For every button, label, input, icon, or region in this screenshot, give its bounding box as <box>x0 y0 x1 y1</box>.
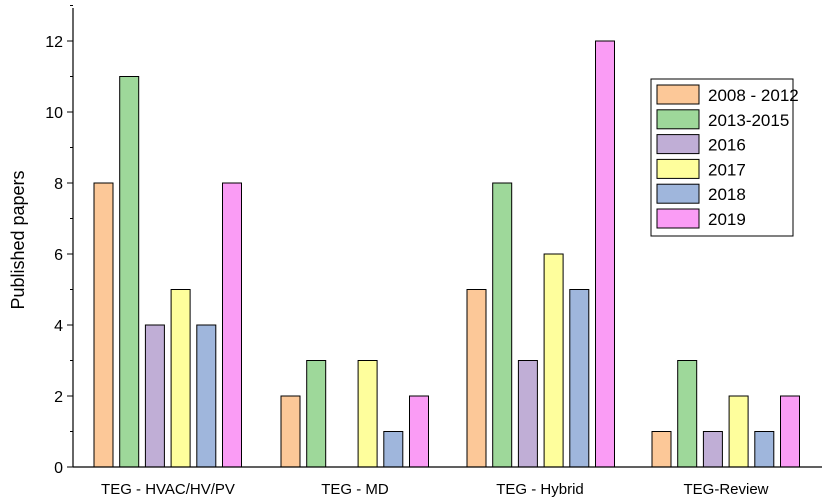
bar-6-cat-3 <box>595 40 615 468</box>
bar-1-cat-3 <box>466 289 487 468</box>
legend-swatch <box>656 109 700 130</box>
bar-3-cat-4 <box>702 431 723 468</box>
legend-swatch <box>656 158 700 179</box>
bar-1-cat-1 <box>93 182 114 468</box>
bar-5-cat-4 <box>754 431 775 468</box>
legend-swatch <box>656 183 700 204</box>
y-tick-label: 12 <box>45 34 63 51</box>
bar-4-cat-3 <box>543 253 564 468</box>
bar-5-cat-2 <box>383 431 404 468</box>
legend-label: 2008 - 2012 <box>708 86 799 105</box>
legend-label: 2018 <box>708 185 746 204</box>
x-tick-label: TEG - HVAC/HV/PV <box>101 481 235 498</box>
legend-label: 2017 <box>708 160 746 179</box>
bar-6-cat-2 <box>409 395 429 468</box>
y-tick-label: 10 <box>45 105 63 122</box>
bar-3-cat-1 <box>144 324 165 468</box>
bars-group <box>93 40 800 468</box>
legend-swatch <box>656 208 700 229</box>
y-tick-label: 8 <box>54 176 63 193</box>
bar-2-cat-3 <box>492 182 513 468</box>
bar-5-cat-1 <box>196 324 217 468</box>
bar-2-cat-4 <box>677 360 698 468</box>
x-tick-label: TEG - MD <box>321 481 389 498</box>
legend-label: 2016 <box>708 136 746 155</box>
bar-3-cat-3 <box>517 360 538 468</box>
legend: 2008 - 2012 2013-2015 2016 2017 2018 2019 <box>650 78 799 237</box>
y-tick-label: 6 <box>54 247 63 264</box>
y-axis-label: Published papers <box>8 170 28 309</box>
bar-2-cat-2 <box>306 360 327 468</box>
y-tick-label: 4 <box>54 318 63 335</box>
bar-4-cat-1 <box>170 289 191 468</box>
x-tick-label: TEG-Review <box>683 481 768 498</box>
bar-6-cat-1 <box>222 182 242 468</box>
legend-label: 2013-2015 <box>708 111 789 130</box>
bar-4-cat-2 <box>357 360 378 468</box>
legend-swatch <box>656 134 700 155</box>
bar-1-cat-4 <box>651 431 672 468</box>
bar-2-cat-1 <box>119 76 140 468</box>
bar-5-cat-3 <box>569 289 590 468</box>
legend-swatch <box>656 84 700 105</box>
y-tick-label: 2 <box>54 389 63 406</box>
bar-1-cat-2 <box>280 395 301 468</box>
bar-4-cat-4 <box>728 395 749 468</box>
y-tick-label: 0 <box>54 460 63 477</box>
axes-group: 0 2 4 6 8 10 12 TEG - HVAC/HV/PV TEG - MD TEG - H… <box>45 5 822 498</box>
legend-label: 2019 <box>708 210 746 229</box>
x-tick-label: TEG - Hybrid <box>496 481 584 498</box>
bar-6-cat-4 <box>780 395 800 468</box>
